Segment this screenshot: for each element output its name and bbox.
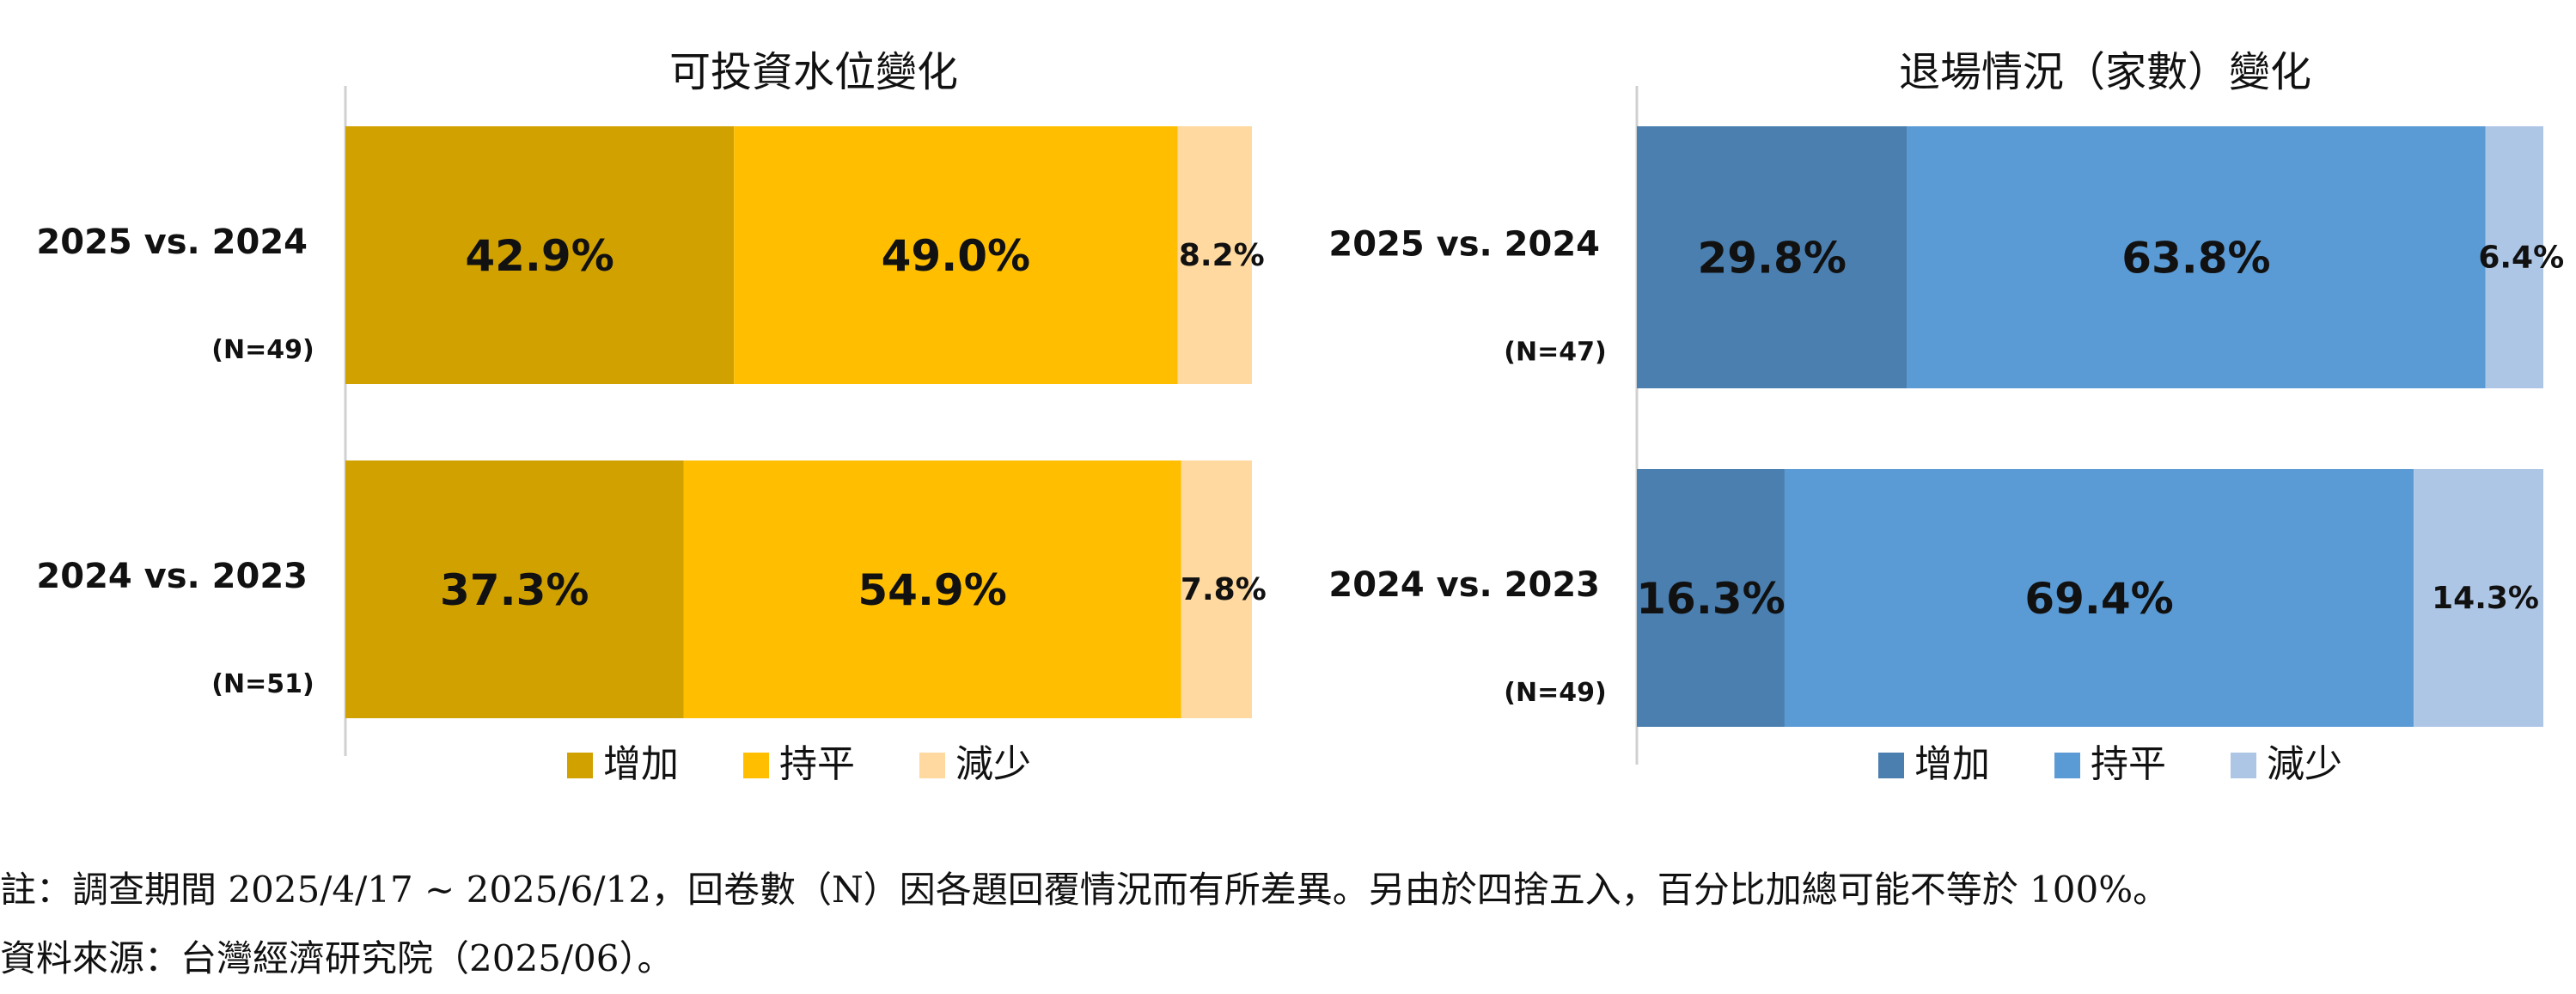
- category-label: 2025 vs. 2024: [36, 223, 308, 262]
- data-label: 63.8%: [2121, 234, 2270, 284]
- sample-size-label: (N=51): [211, 669, 314, 699]
- sample-size-label: (N=49): [211, 335, 314, 365]
- category-label: 2024 vs. 2023: [36, 557, 308, 596]
- legend-label-2: 持平: [2091, 742, 2166, 786]
- chart-title: 可投資水位變化: [669, 48, 958, 96]
- bar-segment-1: [1637, 126, 1908, 388]
- chart-area: 可投資水位變化 42.9% 49.0% 8.2% 2025 vs. 2024 (N=49)…: [36, 48, 2564, 786]
- bar-segment-2: [1784, 469, 2414, 727]
- data-label: 69.4%: [2024, 574, 2173, 624]
- data-label: 29.8%: [1697, 234, 1846, 284]
- sample-size-label: (N=49): [1504, 678, 1606, 708]
- bar-segment-2: [1907, 126, 2486, 388]
- legend-label-3: 減少: [2267, 742, 2342, 786]
- bar-segment-3: [1181, 460, 1252, 718]
- legend-label-1: 增加: [1914, 742, 1990, 786]
- chart-title: 退場情況（家數）變化: [1899, 48, 2311, 96]
- sample-size-label: (N=47): [1504, 338, 1606, 368]
- bar-segment-3: [2485, 126, 2543, 388]
- category-label: 2025 vs. 2024: [1328, 225, 1600, 265]
- bar-segment-3: [1177, 126, 1252, 384]
- legend-swatch-1: [567, 753, 593, 778]
- data-label: 16.3%: [1636, 574, 1785, 624]
- data-label: 6.4%: [2478, 241, 2564, 276]
- data-label: 37.3%: [440, 565, 589, 615]
- data-label: 8.2%: [1179, 238, 1265, 273]
- legend-swatch-1: [1878, 753, 1904, 778]
- category-label: 2024 vs. 2023: [1328, 565, 1600, 605]
- bar-segment-3: [2414, 469, 2543, 727]
- legend-swatch-2: [2054, 753, 2080, 778]
- legend-swatch-3: [919, 753, 945, 778]
- chart-2: 退場情況（家數）變化 29.8% 63.8% 6.4% 2025 vs. 2024 (N=…: [1328, 48, 2564, 786]
- bar-segment-1: [345, 126, 735, 384]
- data-label: 7.8%: [1181, 572, 1267, 607]
- bar-segment-1: [1637, 469, 1785, 727]
- data-label: 54.9%: [858, 565, 1006, 615]
- chart-1: 可投資水位變化 42.9% 49.0% 8.2% 2025 vs. 2024 (N=49)…: [36, 48, 1266, 786]
- footnote-source: 資料來源：台灣經濟研究院（2025/06）。: [0, 937, 674, 979]
- footnote-survey-note: 註：調查期間 2025/4/17 ~ 2025/6/12，回卷數（N）因各題回覆…: [0, 869, 2170, 911]
- data-label: 49.0%: [882, 231, 1030, 281]
- bar-segment-2: [683, 460, 1181, 718]
- legend-label-3: 減少: [955, 742, 1031, 786]
- legend-swatch-2: [743, 753, 769, 778]
- bar-segment-2: [734, 126, 1178, 384]
- bar-segment-1: [345, 460, 684, 718]
- data-label: 42.9%: [465, 231, 613, 281]
- legend-swatch-3: [2231, 753, 2256, 778]
- data-label: 14.3%: [2432, 581, 2539, 616]
- legend-label-1: 增加: [603, 742, 679, 786]
- legend-label-2: 持平: [779, 742, 855, 786]
